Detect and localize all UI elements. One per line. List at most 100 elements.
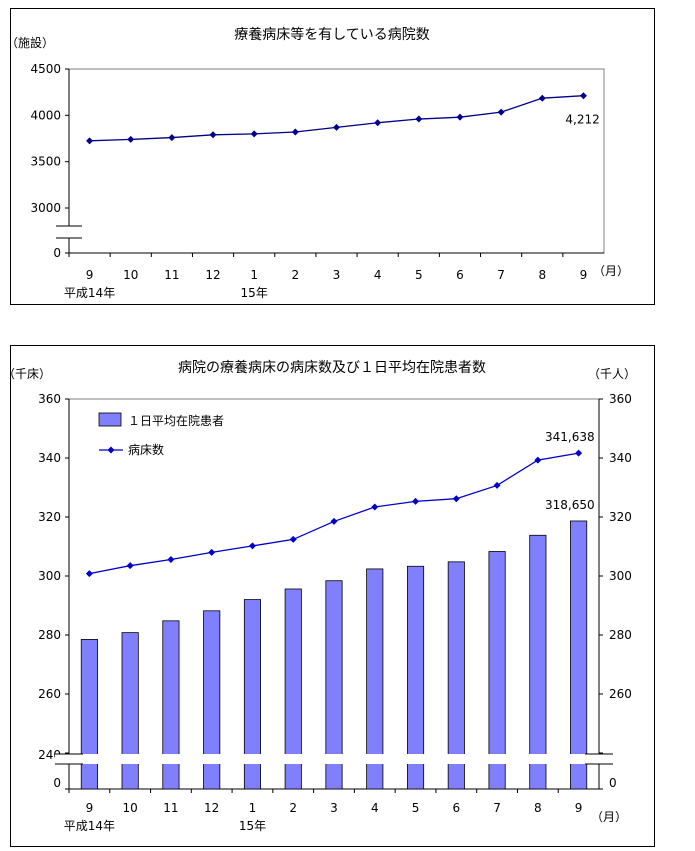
y-tick-label-right: 280 — [609, 628, 632, 642]
x-tick-label: 6 — [452, 801, 460, 815]
data-label: 318,650 — [545, 498, 595, 512]
x-tick-label: 12 — [205, 268, 220, 282]
legend-swatch-bar — [98, 412, 122, 427]
bar — [121, 632, 139, 790]
beds-point — [493, 481, 501, 489]
legend-label-bar: １日平均在院患者 — [128, 414, 224, 428]
x-axis-unit: （月） — [591, 810, 627, 824]
x-tick-label: 11 — [163, 801, 178, 815]
y-tick-label: 4500 — [30, 62, 61, 76]
year-label: 15年 — [241, 286, 268, 300]
bar — [284, 588, 302, 790]
bar — [80, 639, 98, 790]
data-point — [168, 134, 176, 142]
y-axis-unit-left: （千床） — [3, 367, 51, 381]
x-tick-label: 9 — [86, 268, 94, 282]
y-tick-label-left: 340 — [38, 451, 61, 465]
beds-point — [575, 449, 583, 457]
beds-point — [85, 570, 93, 578]
bar — [406, 565, 425, 790]
data-point — [579, 92, 587, 100]
year-label: 15年 — [239, 819, 266, 833]
data-point — [333, 123, 340, 131]
y-tick-label-right: 340 — [609, 451, 632, 465]
y-tick-label-right: 320 — [609, 510, 632, 524]
beds-point — [167, 555, 175, 563]
data-point — [250, 130, 258, 138]
x-tick-label: 4 — [371, 801, 379, 815]
y-tick-label-left: 300 — [38, 569, 61, 583]
y-tick-label-left: 260 — [38, 687, 61, 701]
y-tick-label-left: 280 — [38, 628, 61, 642]
y-tick-label-right: 0 — [609, 776, 617, 790]
chart-title: 療養病床等を有している病院数 — [234, 26, 430, 43]
plot-area — [68, 68, 605, 254]
data-point — [374, 119, 382, 127]
x-tick-label: 6 — [456, 268, 464, 282]
bar — [529, 534, 547, 790]
x-tick-label: 1 — [249, 801, 257, 815]
y-tick-label: 4000 — [30, 108, 61, 122]
data-point — [415, 115, 423, 123]
beds-point — [330, 517, 338, 525]
hospital-count-chart-panel: 療養病床等を有している病院数 （施設） 0 3000 3500 4000 4500 9 10 11… — [6, 8, 655, 305]
x-tick-label: 8 — [534, 801, 542, 815]
beds-point — [371, 503, 379, 511]
x-tick-label: 4 — [374, 268, 382, 282]
bar — [570, 520, 588, 790]
x-tick-label: 2 — [292, 268, 300, 282]
x-tick-label: 9 — [86, 801, 94, 815]
data-point — [497, 108, 505, 116]
chart-title: 病院の療養病床の病床数及び１日平均在院患者数 — [178, 359, 486, 376]
x-tick-label: 7 — [493, 801, 501, 815]
y-tick-label-left: 0 — [53, 776, 61, 790]
y-tick-label-left: 320 — [38, 510, 61, 524]
x-tick-label: 5 — [412, 801, 420, 815]
x-tick-label: 5 — [415, 268, 423, 282]
x-tick-label: 12 — [204, 801, 219, 815]
x-tick-label: 10 — [123, 801, 138, 815]
axis-break-gap — [56, 226, 82, 238]
bar — [366, 568, 384, 790]
bar — [203, 610, 221, 790]
year-label: 平成14年 — [64, 819, 115, 833]
x-tick-label: 3 — [333, 268, 341, 282]
x-tick-label: 2 — [289, 801, 297, 815]
x-tick-label: 1 — [250, 268, 258, 282]
bar — [488, 551, 506, 790]
data-label: 341,638 — [545, 430, 595, 444]
data-point — [209, 131, 217, 139]
x-tick-label: 3 — [330, 801, 338, 815]
data-point — [127, 135, 135, 143]
bar — [162, 620, 180, 790]
bar — [447, 561, 465, 790]
x-tick-label: 10 — [123, 268, 138, 282]
legend-label-line: 病床数 — [128, 442, 164, 457]
data-point — [538, 94, 546, 102]
beds-patients-chart-panel: 病院の療養病床の病床数及び１日平均在院患者数 （千床） （千人） 0 0 240 260 26… — [3, 345, 655, 847]
y-tick-label-right: 300 — [609, 569, 632, 583]
y-tick-label-left: 360 — [38, 392, 61, 406]
beds-point — [412, 497, 420, 505]
x-tick-label: 9 — [580, 268, 588, 282]
beds-point — [248, 542, 256, 550]
beds-point — [452, 495, 460, 503]
y-axis-unit: （施設） — [6, 35, 54, 50]
beds-point — [534, 456, 542, 464]
data-label: 4,212 — [565, 113, 599, 127]
axis-break-band — [55, 754, 613, 764]
y-tick-label-right: 260 — [609, 687, 632, 701]
y-tick-label: 0 — [53, 246, 61, 260]
bar — [243, 599, 262, 790]
y-tick-label-right: 360 — [609, 392, 632, 406]
x-tick-label: 9 — [575, 801, 583, 815]
y-tick-label: 3500 — [30, 155, 61, 169]
bar — [325, 580, 343, 790]
x-tick-label: 8 — [538, 268, 546, 282]
x-axis-unit: （月） — [593, 264, 629, 278]
y-axis-unit-right: （千人） — [588, 367, 636, 381]
beds-point — [289, 535, 297, 543]
beds-point — [126, 562, 134, 570]
